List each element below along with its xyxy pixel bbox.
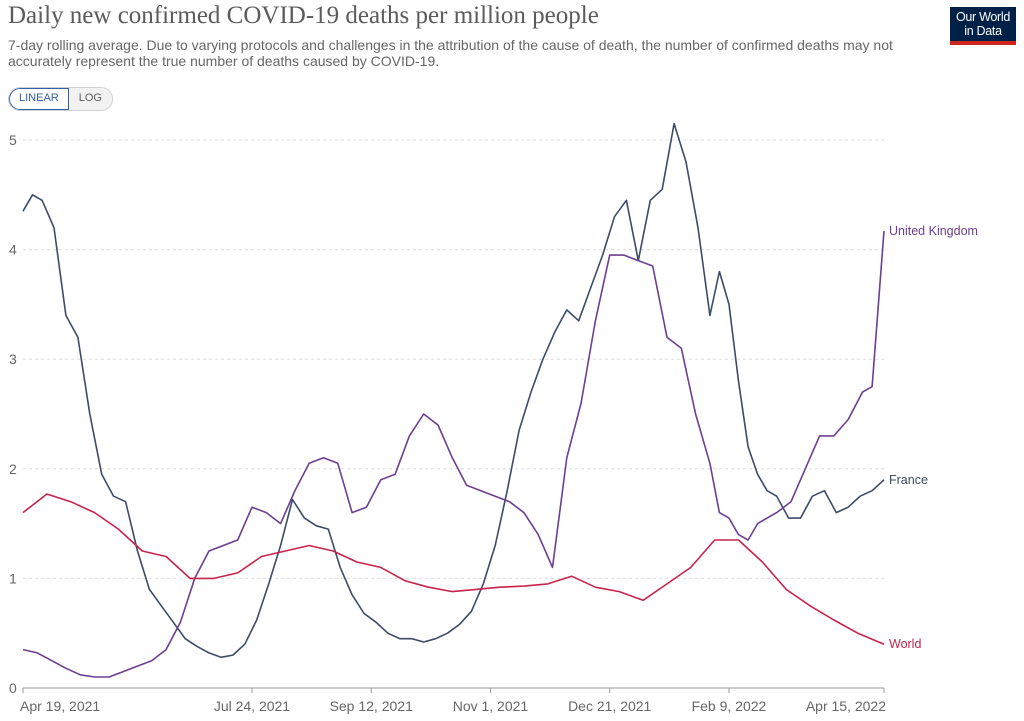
y-tick-label: 1 — [9, 570, 17, 586]
chart-title: Daily new confirmed COVID-19 deaths per … — [8, 2, 599, 29]
x-tick-label: Apr 15, 2022 — [806, 698, 886, 714]
x-tick-label: Jul 24, 2021 — [214, 698, 290, 714]
series-label-world: World — [889, 637, 921, 651]
x-tick-label: Sep 12, 2021 — [330, 698, 414, 714]
series-label-france: France — [889, 473, 928, 487]
x-tick-label: Dec 21, 2021 — [568, 698, 651, 714]
x-tick-label: Apr 19, 2021 — [20, 698, 100, 714]
y-tick-label: 0 — [9, 680, 17, 696]
series-label-united-kingdom: United Kingdom — [889, 224, 978, 238]
scale-toggle: LINEAR LOG — [8, 87, 113, 111]
x-tick-label: Feb 9, 2022 — [692, 698, 767, 714]
y-tick-label: 5 — [9, 132, 17, 148]
y-tick-label: 4 — [9, 242, 17, 258]
log-scale-button[interactable]: LOG — [68, 88, 112, 110]
y-tick-label: 3 — [9, 351, 17, 367]
chart-subtitle: 7-day rolling average. Due to varying pr… — [8, 37, 893, 69]
series-line-world — [22, 493, 885, 645]
owid-logo[interactable]: Our World in Data — [950, 7, 1016, 45]
series-line-united-kingdom — [22, 230, 885, 678]
y-tick-label: 2 — [9, 461, 17, 477]
linear-scale-button[interactable]: LINEAR — [9, 88, 69, 110]
series-line-france — [22, 122, 885, 659]
x-tick-label: Nov 1, 2021 — [453, 698, 529, 714]
